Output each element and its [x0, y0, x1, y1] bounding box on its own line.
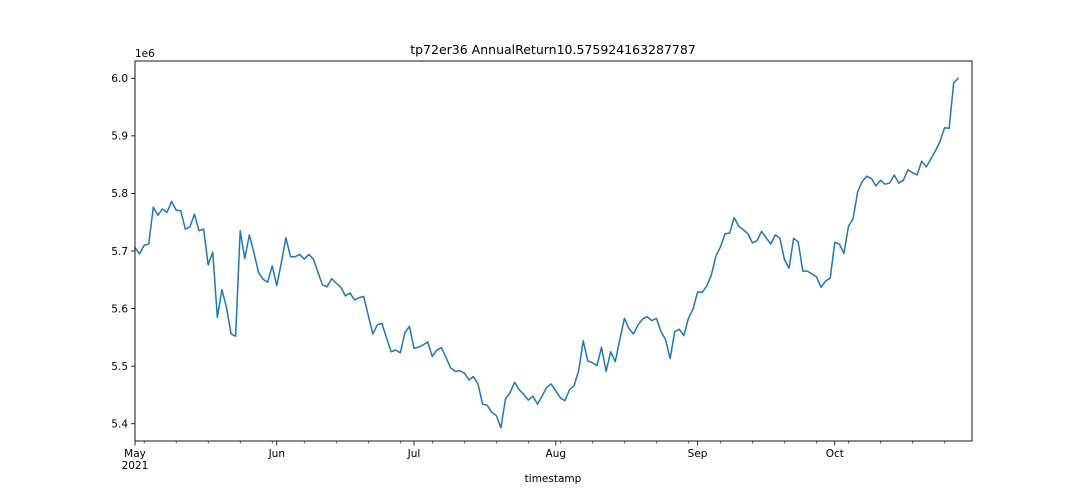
y-tick-label: 5.6 [111, 303, 128, 315]
plot-frame [134, 60, 973, 442]
y-tick-label: 5.7 [111, 246, 128, 258]
series-group [134, 77, 960, 429]
chart-title: tp72er36 AnnualReturn10.575924163287787 [410, 42, 696, 57]
x-tick-label: Sep [688, 448, 708, 460]
x-tick-label: Jul [407, 448, 421, 460]
y-tick-label: 5.5 [111, 361, 128, 373]
y-offset-label: 1e6 [135, 48, 155, 60]
x-tick-label: Oct [826, 448, 844, 460]
y-tick-label: 5.9 [111, 131, 128, 143]
x-axis-label: timestamp [525, 473, 582, 485]
y-tick-label: 6.0 [111, 73, 128, 85]
series-line [134, 77, 960, 429]
y-tick-label: 5.4 [111, 419, 128, 431]
x-tick-year-label: 2021 [122, 460, 149, 472]
x-tick-label: Aug [546, 448, 567, 460]
x-tick-label: Jun [268, 448, 285, 460]
y-axis: 5.4 5.5 5.6 5.7 5.8 5.9 6.0 [111, 73, 135, 431]
y-tick-label: 5.8 [111, 188, 128, 200]
x-tick-label: May [124, 448, 146, 460]
